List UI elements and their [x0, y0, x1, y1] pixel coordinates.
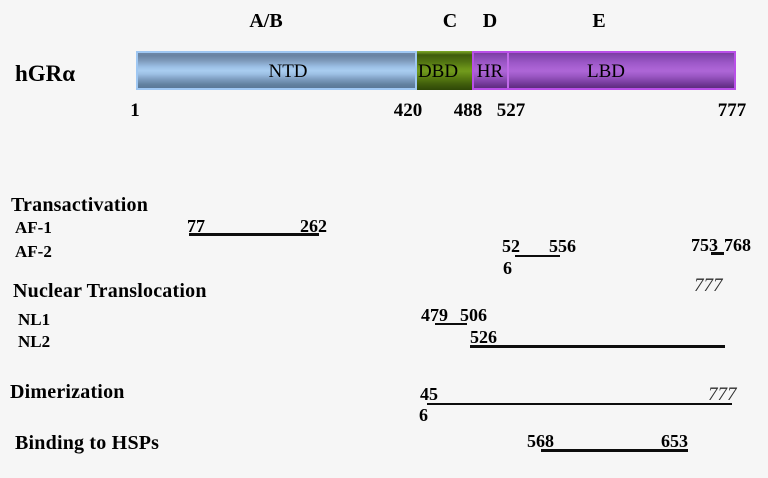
dimerization-start-line1: 45 — [420, 383, 438, 404]
af2-region2-start: 753 — [691, 234, 718, 255]
af1-line — [189, 233, 319, 236]
class-label-ab: A/B — [249, 10, 283, 32]
tick-420: 420 — [393, 100, 423, 121]
dimerization-start-line2: 6 — [419, 405, 428, 425]
af2-start-line2: 6 — [503, 258, 512, 279]
label-af2: AF-2 — [15, 242, 52, 261]
tick-1: 1 — [130, 100, 140, 121]
class-label-d: D — [482, 10, 498, 32]
label-nl1: NL1 — [18, 310, 51, 329]
nl2-line — [470, 345, 725, 348]
label-nl2: NL2 — [18, 332, 51, 351]
af1-start: 77 — [187, 215, 205, 236]
class-label-c: C — [442, 10, 458, 32]
nl1-start: 479 — [421, 304, 448, 325]
heading-dimerization: Dimerization — [10, 381, 125, 404]
domain-label-hr: HR — [476, 61, 504, 82]
heading-nuclear-translocation: Nuclear Translocation — [13, 280, 207, 303]
domain-bar — [136, 51, 736, 90]
segment-dbd — [417, 51, 472, 90]
tick-527: 527 — [496, 100, 526, 121]
dimerization-line — [427, 402, 732, 406]
af2-line — [515, 254, 560, 258]
hsp-end: 653 — [661, 431, 688, 452]
domain-label-dbd: DBD — [417, 61, 459, 82]
class-label-e: E — [592, 10, 606, 32]
af2-terminal: 777 — [694, 275, 723, 297]
af2-region2-line — [711, 252, 724, 255]
segment-divider-hr-lbd — [507, 53, 509, 88]
af2-region2-end: 768 — [724, 234, 751, 255]
af1-end: 262 — [300, 215, 327, 236]
hsp-line — [541, 449, 688, 452]
hsp-start: 568 — [527, 431, 554, 452]
tick-488: 488 — [453, 100, 483, 121]
segment-ntd — [136, 51, 417, 90]
af2-start-line1: 52 — [502, 236, 520, 256]
nl1-line — [435, 322, 467, 326]
dimerization-end: 777 — [708, 384, 737, 406]
nl1-end: 506 — [460, 304, 487, 325]
tick-777: 777 — [717, 100, 747, 121]
heading-hsp-binding: Binding to HSPs — [15, 432, 160, 455]
label-af1: AF-1 — [15, 218, 52, 237]
af2-end: 556 — [549, 236, 576, 256]
nl2-start: 526 — [470, 327, 497, 347]
domain-label-ntd: NTD — [268, 61, 308, 82]
domain-label-lbd: LBD — [587, 61, 625, 82]
segment-hr-lbd — [472, 51, 736, 90]
protein-name: hGRα — [15, 61, 76, 86]
heading-transactivation: Transactivation — [11, 194, 149, 217]
